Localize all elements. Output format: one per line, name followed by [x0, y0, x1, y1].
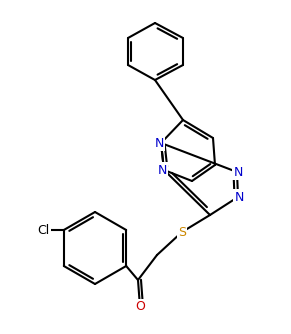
Text: S: S	[178, 225, 186, 238]
Text: O: O	[135, 301, 145, 314]
Text: N: N	[157, 164, 167, 176]
Text: N: N	[154, 137, 164, 150]
Text: Cl: Cl	[38, 223, 50, 236]
Text: N: N	[234, 190, 244, 203]
Text: N: N	[233, 166, 243, 178]
